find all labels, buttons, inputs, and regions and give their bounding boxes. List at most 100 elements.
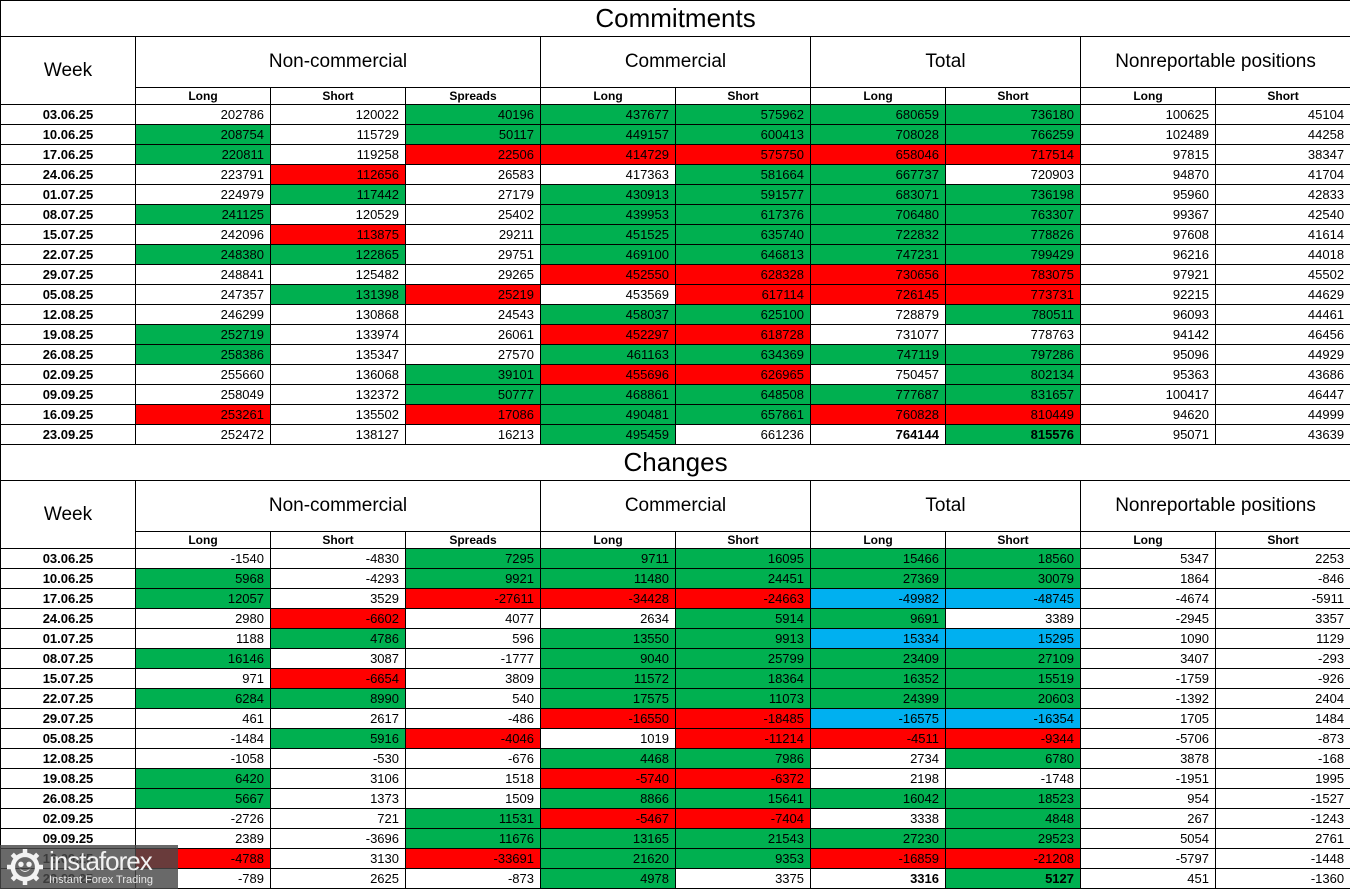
data-cell: 7986 <box>675 748 811 769</box>
data-cell: 3106 <box>270 768 406 789</box>
data-cell: 458037 <box>540 304 676 325</box>
data-cell: 30079 <box>945 568 1081 589</box>
data-cell: 96093 <box>1080 304 1216 325</box>
data-cell: 202786 <box>135 104 271 125</box>
data-cell: 3529 <box>270 588 406 609</box>
week-cell: 02.09.25 <box>0 808 136 829</box>
data-cell: 461163 <box>540 344 676 365</box>
column-header-spreads: Spreads <box>405 87 541 105</box>
week-cell: 12.08.25 <box>0 304 136 325</box>
data-cell: 24543 <box>405 304 541 325</box>
data-cell: -4511 <box>810 728 946 749</box>
data-cell: 122865 <box>270 244 406 265</box>
data-cell: 1864 <box>1080 568 1216 589</box>
data-cell: 449157 <box>540 124 676 145</box>
data-cell: 1090 <box>1080 628 1216 649</box>
watermark-brand: instaforex <box>49 846 153 876</box>
data-cell: 1705 <box>1080 708 1216 729</box>
data-cell: 453569 <box>540 284 676 305</box>
data-cell: 94870 <box>1080 164 1216 185</box>
data-cell: 95071 <box>1080 424 1216 445</box>
week-cell: 23.09.25 <box>0 424 136 445</box>
data-cell: -48745 <box>945 588 1081 609</box>
data-cell: 1509 <box>405 788 541 809</box>
data-cell: 2761 <box>1214 828 1350 849</box>
data-cell: 1129 <box>1214 628 1350 649</box>
column-header-short: Short <box>270 87 406 105</box>
data-cell: -293 <box>1214 648 1350 669</box>
commitments-row: 29.07.25 248841 125482 29265 452550 628328 730… <box>0 264 1350 285</box>
week-cell: 08.07.25 <box>0 204 136 225</box>
data-cell: 618728 <box>675 324 811 345</box>
data-cell: 17575 <box>540 688 676 709</box>
data-cell: -16550 <box>540 708 676 729</box>
data-cell: 778763 <box>945 324 1081 345</box>
data-cell: 635740 <box>675 224 811 245</box>
instaforex-logo-icon <box>7 849 43 885</box>
data-cell: 45502 <box>1214 264 1350 285</box>
data-cell: -3696 <box>270 828 406 849</box>
data-cell: 248380 <box>135 244 271 265</box>
data-cell: -49982 <box>810 588 946 609</box>
group-header-commercial: Commercial <box>540 480 811 532</box>
data-cell: 208754 <box>135 124 271 145</box>
data-cell: 42540 <box>1214 204 1350 225</box>
data-cell: 42833 <box>1214 184 1350 205</box>
data-cell: 9711 <box>540 548 676 569</box>
data-cell: 46447 <box>1214 384 1350 405</box>
data-cell: 18560 <box>945 548 1081 569</box>
data-cell: 5916 <box>270 728 406 749</box>
data-cell: 15641 <box>675 788 811 809</box>
data-cell: 100417 <box>1080 384 1216 405</box>
data-cell: 8866 <box>540 788 676 809</box>
data-cell: 29751 <box>405 244 541 265</box>
data-cell: 1188 <box>135 628 271 649</box>
changes-row: 01.07.25 1188 4786 596 13550 9913 15334 15295 10… <box>0 628 1350 649</box>
data-cell: 44018 <box>1214 244 1350 265</box>
group-header-total: Total <box>810 480 1081 532</box>
data-cell: 600413 <box>675 124 811 145</box>
data-cell: 3809 <box>405 668 541 689</box>
commitments-row: 24.06.25 223791 112656 26583 417363 581664 667… <box>0 164 1350 185</box>
data-cell: 728879 <box>810 304 946 325</box>
data-cell: -5706 <box>1080 728 1216 749</box>
column-header-long: Long <box>540 87 676 105</box>
data-cell: 95960 <box>1080 184 1216 205</box>
data-cell: 730656 <box>810 264 946 285</box>
data-cell: 25219 <box>405 284 541 305</box>
data-cell: 38347 <box>1214 144 1350 165</box>
data-cell: 102489 <box>1080 124 1216 145</box>
data-cell: 23409 <box>810 648 946 669</box>
data-cell: 27179 <box>405 184 541 205</box>
data-cell: 44258 <box>1214 124 1350 145</box>
data-cell: 1995 <box>1214 768 1350 789</box>
data-cell: -9344 <box>945 728 1081 749</box>
data-cell: 575750 <box>675 144 811 165</box>
data-cell: -24663 <box>675 588 811 609</box>
data-cell: -11214 <box>675 728 811 749</box>
data-cell: 617376 <box>675 204 811 225</box>
data-cell: 252719 <box>135 324 271 345</box>
data-cell: 113875 <box>270 224 406 245</box>
changes-row: 10.06.25 5968 -4293 9921 11480 24451 27369 3007… <box>0 568 1350 589</box>
commitments-row: 03.06.25 202786 120022 40196 437677 575962 680… <box>0 104 1350 125</box>
data-cell: 39101 <box>405 364 541 385</box>
data-cell: 680659 <box>810 104 946 125</box>
data-cell: 138127 <box>270 424 406 445</box>
data-cell: 135347 <box>270 344 406 365</box>
data-cell: 2980 <box>135 608 271 629</box>
data-cell: 5968 <box>135 568 271 589</box>
data-cell: 797286 <box>945 344 1081 365</box>
data-cell: 41704 <box>1214 164 1350 185</box>
week-cell: 24.06.25 <box>0 608 136 629</box>
data-cell: 815576 <box>945 424 1081 445</box>
changes-row: 24.06.25 2980 -6602 4077 2634 5914 9691 3389 -29… <box>0 608 1350 629</box>
data-cell: 3130 <box>270 848 406 869</box>
data-cell: 495459 <box>540 424 676 445</box>
data-cell: 1484 <box>1214 708 1350 729</box>
commitments-row: 15.07.25 242096 113875 29211 451525 635740 722… <box>0 224 1350 245</box>
data-cell: -1527 <box>1214 788 1350 809</box>
data-cell: 736198 <box>945 184 1081 205</box>
data-cell: 646813 <box>675 244 811 265</box>
data-cell: 439953 <box>540 204 676 225</box>
